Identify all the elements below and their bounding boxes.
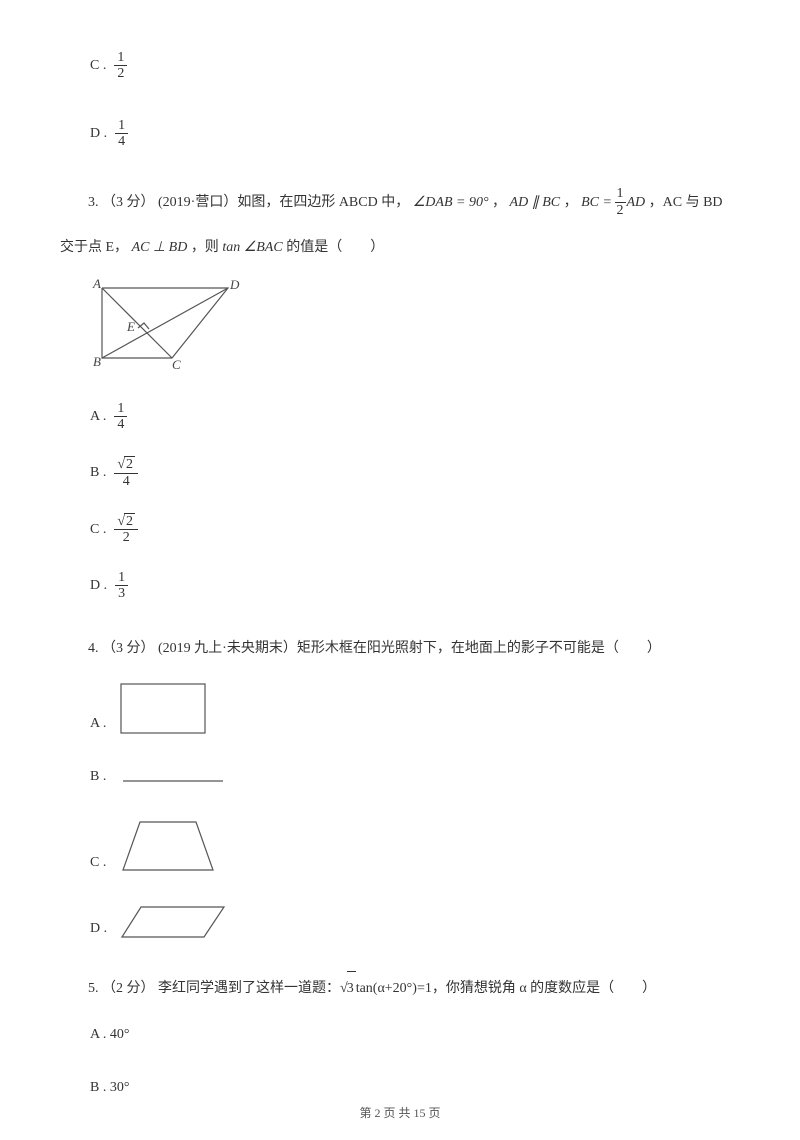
math-perp: AC ⊥ BD bbox=[132, 240, 188, 255]
quadrilateral-icon: A D B C E bbox=[90, 276, 240, 371]
fraction-icon: 1 4 bbox=[115, 118, 128, 150]
svg-text:E: E bbox=[126, 319, 135, 334]
page-footer: 第 2 页 共 15 页 bbox=[0, 1103, 800, 1125]
fraction-icon: 1 3 bbox=[115, 570, 128, 602]
svg-text:B: B bbox=[93, 354, 101, 369]
q3-option-a: A . 1 4 bbox=[60, 401, 740, 433]
question-5: 5. （2 分） 李红同学遇到了这样一道题：√3tan(α+20°)=1，你猜想… bbox=[60, 971, 740, 1006]
svg-text:C: C bbox=[172, 357, 181, 371]
fraction-icon: 1 4 bbox=[114, 401, 127, 433]
q4-option-b: B . bbox=[60, 764, 740, 789]
q5-option-b: B . 30° bbox=[60, 1075, 740, 1100]
question-4: 4. （3 分） (2019 九上·未央期末）矩形木框在阳光照射下，在地面上的影… bbox=[60, 632, 740, 666]
prev-option-c: C . 1 2 bbox=[60, 50, 740, 82]
line-icon bbox=[118, 773, 228, 789]
fraction-icon: 1 2 bbox=[114, 50, 127, 82]
svg-text:D: D bbox=[229, 277, 240, 292]
q3-figure: A D B C E bbox=[60, 276, 740, 380]
fraction-icon: √2 4 bbox=[114, 456, 138, 489]
q5-option-a: A . 40° bbox=[60, 1022, 740, 1047]
rectangle-icon bbox=[118, 681, 208, 736]
option-label: D . bbox=[90, 121, 107, 146]
math-parallel: AD ∥ BC bbox=[510, 195, 561, 210]
fraction-icon: √2 2 bbox=[114, 513, 138, 546]
q4-option-c: C . bbox=[60, 817, 740, 875]
fraction-half: 1 2 bbox=[615, 186, 626, 218]
parallelogram-icon bbox=[119, 903, 229, 941]
sqrt3-icon: √3 bbox=[340, 981, 356, 996]
prev-option-d: D . 1 4 bbox=[60, 118, 740, 150]
trapezoid-icon bbox=[118, 817, 218, 875]
q3-prefix: 3. （3 分） (2019·营口）如图，在四边形 ABCD 中， bbox=[88, 195, 413, 210]
q3-option-b: B . √2 4 bbox=[60, 456, 740, 489]
question-3: 3. （3 分） (2019·营口）如图，在四边形 ABCD 中， ∠DAB =… bbox=[60, 186, 740, 220]
math-tan: tan ∠BAC bbox=[222, 240, 282, 255]
svg-text:A: A bbox=[92, 276, 101, 291]
math-angle: ∠DAB = 90° bbox=[413, 195, 489, 210]
question-3-line2: 交于点 E， AC ⊥ BD ，则 tan ∠BAC 的值是（ ） bbox=[60, 235, 740, 260]
q4-option-d: D . bbox=[60, 903, 740, 941]
option-label: B . 30° bbox=[90, 1075, 129, 1100]
option-label: A . 40° bbox=[90, 1022, 129, 1047]
math-bc: BC = bbox=[581, 195, 612, 210]
option-label: C . bbox=[90, 53, 106, 78]
q3-option-d: D . 1 3 bbox=[60, 570, 740, 602]
q3-option-c: C . √2 2 bbox=[60, 513, 740, 546]
q4-option-a: A . bbox=[60, 681, 740, 736]
